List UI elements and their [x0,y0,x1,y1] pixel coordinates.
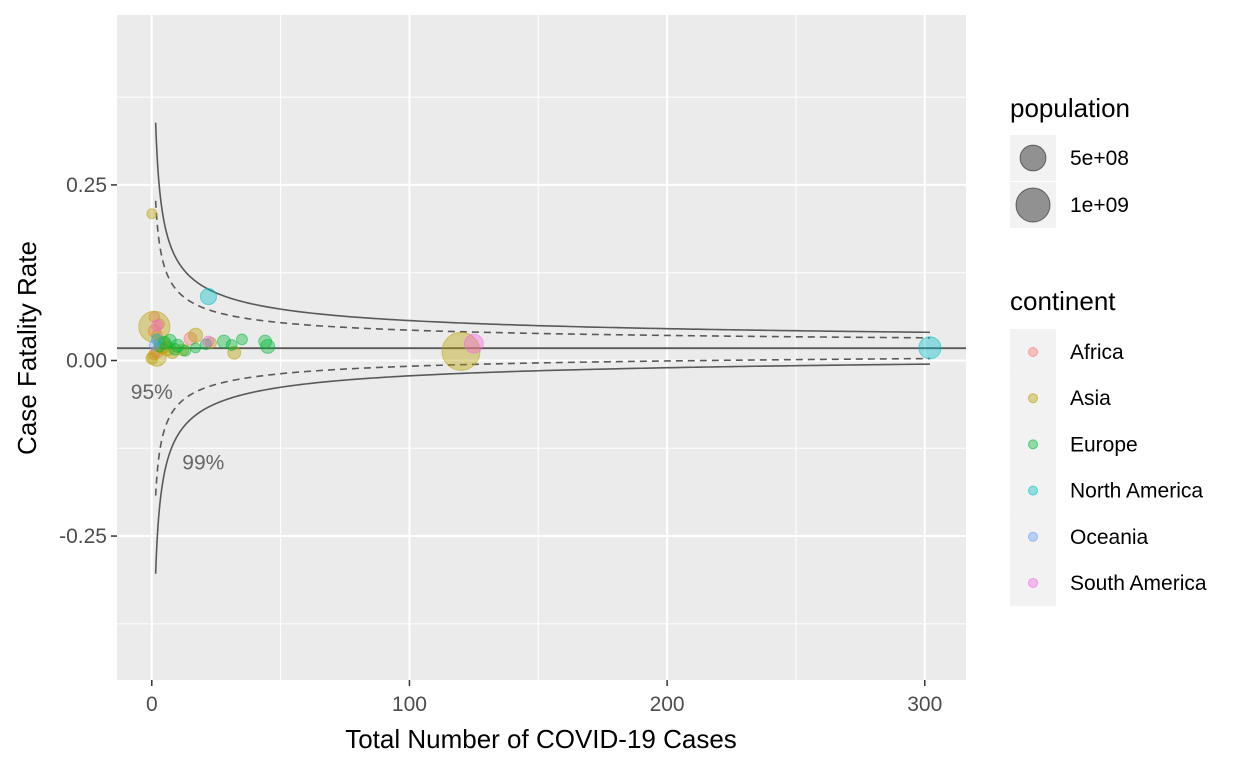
legend-continent-label: South America [1070,572,1207,595]
legend-key-bg [1010,182,1056,228]
legend-continent-label: Oceania [1070,526,1149,549]
legend-continent-label: Europe [1070,433,1138,456]
funnel-limit-99pct-lower [154,363,930,574]
point-south-america [463,333,484,354]
y-axis-title: Case Fatality Rate [12,241,42,455]
x-tick-label: 100 [392,693,427,716]
annotation-label: 95% [131,381,173,404]
legend-key-bg [1010,467,1056,514]
legend-color-key [1028,439,1038,450]
x-axis-title: Total Number of COVID-19 Cases [345,724,737,754]
legend-continent-label: North America [1070,480,1203,503]
legend-color-key [1028,485,1038,496]
y-tick-label: 0.00 [66,349,107,372]
x-tick-label: 0 [146,693,158,716]
point-europe [236,333,248,346]
legend-size-key [1015,187,1051,223]
legend-key-bg [1010,329,1056,376]
point-asia [145,352,159,365]
funnel-limits [154,122,930,574]
legend-key-bg [1010,421,1056,468]
legend-continent-title: continent [1010,286,1116,316]
point-asia [188,327,204,343]
legend-size-key [1019,144,1047,172]
point-europe [179,344,192,357]
funnel-limit-95pct-upper [154,200,930,339]
legend-key-bg [1010,135,1056,181]
x-axis: 0 100 200 300 [146,680,942,716]
funnel-limit-99pct-upper [154,122,930,334]
point-europe [190,342,202,354]
legend-size-label: 1e+09 [1070,194,1129,217]
legend-key-bg [1010,513,1056,560]
legend-key-bg [1010,560,1056,607]
annotation-label: 99% [182,451,224,474]
legend-continent-label: Asia [1070,387,1111,410]
y-tick-label: 0.25 [66,174,107,197]
legend-size-label: 5e+08 [1070,147,1129,170]
point-north-america [151,333,163,346]
legend-color-key [1028,578,1038,588]
point-north-america [199,288,218,306]
legend-color-key [1028,347,1038,357]
point-south-america [202,335,215,348]
point-south-america [151,319,163,332]
funnel-annotations: 95% 99% [131,381,225,474]
legend-continent: continent Africa Asia Europe North America O… [1010,286,1207,607]
point-europe [225,339,238,351]
point-north-america [918,336,942,360]
point-europe [258,334,273,349]
x-tick-label: 300 [907,693,942,716]
x-tick-label: 200 [650,693,685,716]
legend-key-bg [1010,375,1056,422]
y-tick-label: -0.25 [59,525,107,548]
point-europe [216,334,231,349]
funnel-limit-95pct-lower [154,357,930,496]
legend-color-key [1028,531,1038,542]
point-asia [146,208,158,220]
legend-color-key [1028,393,1038,404]
data-points [138,208,942,371]
legend-continent-label: Africa [1070,341,1124,364]
point-asia [227,345,242,360]
y-axis: 0.25 0.00 -0.25 [59,174,117,548]
legend-population: population 5e+08 1e+09 [1010,93,1130,228]
point-oceania [148,339,160,351]
point-europe [260,338,276,354]
legend-population-title: population [1010,93,1130,123]
